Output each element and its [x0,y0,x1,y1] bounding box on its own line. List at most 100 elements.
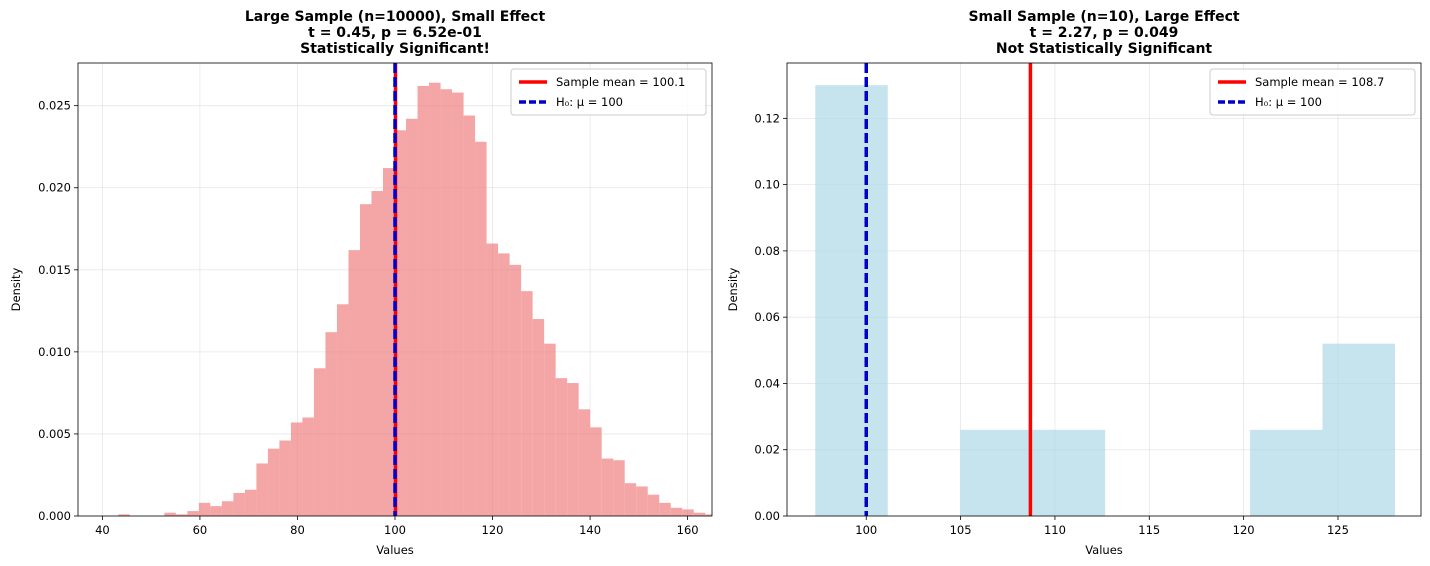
histogram-bar [815,85,888,516]
histogram-bar [728,514,740,516]
histogram-bar [567,383,579,516]
histogram-bar [1032,429,1106,516]
y-tick-label: 0.005 [38,427,71,441]
large-sample-panel: 40 60 80 100 120 140 160 0.000 0.005 0.010 0.015 0.… [9,9,740,557]
y-tick-label: 0.000 [38,509,71,523]
y-tick-label: 0.010 [38,345,71,359]
histogram-bar [486,243,499,516]
histogram-bar [164,512,176,516]
histogram-bar [601,458,614,516]
histogram-bar [509,264,522,516]
histogram-bar [187,511,199,516]
legend: Sample mean = 108.7 H₀: μ = 100 [1209,68,1416,116]
histogram-bar [233,493,245,516]
histogram-bar [371,191,384,516]
histogram-bar [290,422,303,516]
histogram-bar [555,378,568,516]
y-tick-label: 0.025 [38,99,71,113]
x-tick-label: 110 [1044,523,1066,537]
histogram-bar [544,343,556,516]
x-tick-label: 140 [579,523,601,537]
chart-title-line: Statistically Significant! [300,41,490,57]
histogram-bar [302,417,314,516]
histogram-bar [670,507,683,516]
histogram-bar [682,509,694,516]
y-tick-label: 0.10 [754,178,780,192]
x-tick-label: 80 [290,523,305,537]
histogram-bar [325,332,337,516]
histogram-bar [960,429,1033,516]
chart-title-line: Large Sample (n=10000), Small Effect [245,9,546,25]
y-tick-label: 0.00 [754,509,780,523]
y-tick-label: 0.04 [754,376,780,390]
histogram-bar [532,319,545,516]
histogram-bar [348,250,360,516]
legend-entry: Sample mean = 100.1 [556,75,685,89]
histogram-bar [624,483,637,516]
legend-box [510,68,707,116]
histogram-bar [590,427,602,516]
histogram-bar [521,291,533,516]
x-tick-label: 60 [193,523,208,537]
y-tick-label: 0.12 [754,111,780,125]
x-tick-label: 100 [384,523,406,537]
small-sample-panel: 100 105 110 115 120 125 0.00 0.02 0.04 0.06 0.08 0.… [726,9,1422,557]
x-tick-label: 160 [677,523,699,537]
histogram-bar [256,463,268,516]
axes-frame [786,62,1422,517]
histogram-bar [705,514,712,516]
x-tick-label: 125 [1327,523,1349,537]
histogram-bar [175,514,188,516]
histogram-bar [406,118,418,516]
x-axis-label: Values [376,543,414,557]
histogram-bar [394,130,407,516]
histogram-bar [221,501,234,516]
histogram-bar [267,448,280,516]
histogram-bar [440,89,453,516]
chart-title-line: Not Statistically Significant [996,41,1213,57]
x-axis-label: Values [1085,543,1123,557]
histogram-bar [1322,343,1395,516]
chart-title-line: t = 0.45, p = 6.52e-01 [308,25,482,41]
histogram-bar [647,494,660,516]
x-tick-label: 40 [95,523,110,537]
histogram-bar [475,141,487,516]
y-tick-label: 0.015 [38,263,71,277]
histogram-bar [118,514,130,516]
histogram-bar [383,168,395,516]
x-tick-label: 115 [1138,523,1160,537]
histogram-bar [659,502,671,516]
chart-title-line: t = 2.27, p = 0.049 [1030,25,1179,41]
histogram-bar [636,486,648,516]
legend-entry: H₀: μ = 100 [556,95,623,109]
x-tick-label: 100 [855,523,877,537]
legend-box [1209,68,1416,116]
y-axis-label: Density [9,267,23,311]
y-tick-label: 0.06 [754,310,780,324]
y-axis-label: Density [726,267,740,311]
legend-entry: H₀: μ = 100 [1255,95,1322,109]
histogram-bars [118,82,740,516]
histogram-bars [815,85,1395,516]
legend: Sample mean = 100.1 H₀: μ = 100 [510,68,707,116]
x-tick-label: 120 [482,523,504,537]
histogram-bar [498,253,510,516]
histogram-bar [210,506,222,516]
histogram-bar [1250,429,1323,516]
legend-entry: Sample mean = 108.7 [1255,75,1384,89]
y-tick-label: 0.02 [754,443,780,457]
x-tick-label: 120 [1233,523,1255,537]
y-tick-label: 0.020 [38,181,71,195]
reference-lines [864,63,1033,516]
histogram-bar [244,489,257,516]
histogram-bar [613,460,625,516]
histogram-bar [198,502,211,516]
histogram-bar [279,440,291,516]
x-tick-label: 105 [950,523,972,537]
histogram-bar [336,304,349,516]
histogram-bar [578,409,591,516]
histogram-bar [452,92,464,516]
histogram-bar [693,512,706,516]
histogram-bar [463,115,476,516]
